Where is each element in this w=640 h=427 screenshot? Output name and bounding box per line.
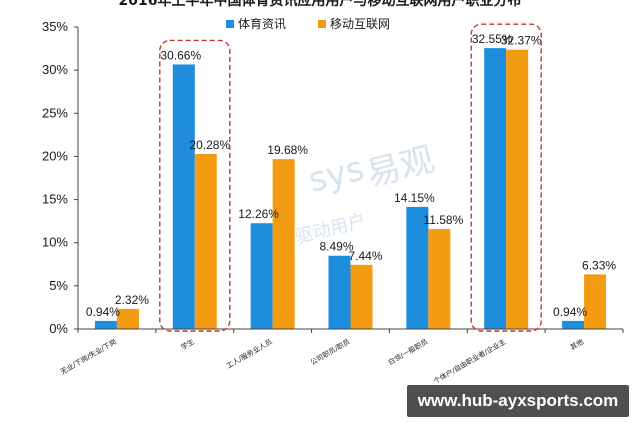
x-axis: 无业/下岗/失业/下岗 学生 工人/服务业人员 公司职员/职员 白领/一般职员 个体户/自…: [59, 328, 624, 386]
data-label: 30.66%: [160, 48, 201, 62]
data-label: 32.37%: [501, 34, 542, 48]
bar-series2: [116, 308, 139, 329]
x-category-label: 白领/一般职员: [386, 337, 429, 367]
bar-series2: [584, 274, 607, 329]
y-axis: 0% 5% 10% 15% 20% 25% 30% 35%: [42, 19, 79, 336]
bar-series1: [484, 48, 507, 329]
data-label: 32.55%: [472, 32, 513, 46]
legend: 体育资讯 移动互联网: [226, 16, 390, 31]
bar-series1: [250, 223, 273, 329]
y-tick-label: 5%: [49, 278, 68, 293]
bar-series2: [506, 49, 529, 329]
x-category-label: 工人/服务业人员: [225, 337, 274, 370]
data-label: 8.49%: [319, 240, 353, 254]
bar-series2: [428, 229, 451, 329]
bar-series2: [194, 154, 217, 329]
data-label: 7.44%: [348, 249, 382, 263]
y-tick-label: 20%: [42, 148, 68, 163]
chart-title: 2016年上半年中国体育资讯应用用户与移动互联网用户职业分布: [119, 0, 522, 9]
y-tick-label: 15%: [42, 192, 68, 207]
x-category-label: 个体户/自由职业者/企业主: [432, 337, 507, 386]
bar-series1: [406, 206, 429, 329]
highlight-boxes: [159, 23, 542, 332]
data-label: 6.33%: [582, 258, 616, 272]
bars: [94, 48, 607, 329]
x-category-label: 学生: [179, 337, 196, 352]
highlight-box: [159, 39, 231, 332]
bar-series1: [172, 64, 195, 329]
y-tick-label: 25%: [42, 105, 68, 120]
bar-series2: [350, 264, 373, 329]
legend-label-series1: 体育资讯: [238, 16, 286, 31]
y-tick-label: 0%: [49, 321, 68, 336]
highlight-box: [470, 23, 542, 332]
y-tick-label: 30%: [42, 62, 68, 77]
y-tick-label: 10%: [42, 235, 68, 250]
y-tick-label: 35%: [42, 19, 68, 34]
bar-series1: [94, 320, 117, 329]
legend-swatch-series1: [226, 20, 234, 28]
url-banner: www.hub-ayxsports.com: [407, 385, 629, 417]
data-label: 0.94%: [86, 305, 120, 319]
legend-swatch-series2: [318, 20, 326, 28]
data-label: 0.94%: [553, 305, 587, 319]
data-label: 11.58%: [423, 213, 463, 227]
x-category-label: 无业/下岗/失业/下岗: [59, 337, 118, 376]
data-label: 12.26%: [238, 207, 279, 221]
x-category-label: 公司职员/职员: [309, 338, 351, 367]
x-category-label: 其他: [568, 337, 585, 352]
bar-series1: [562, 320, 585, 329]
data-label: 14.15%: [394, 191, 435, 205]
bar-series1: [328, 255, 351, 329]
watermark-brand-latin: sys: [305, 148, 369, 200]
data-labels: 0.94%30.66%12.26%8.49%14.15%32.55%0.94%2…: [86, 32, 616, 319]
legend-label-series2: 移动互联网: [330, 17, 390, 31]
data-label: 19.68%: [267, 143, 308, 157]
data-label: 20.28%: [189, 138, 230, 152]
watermark-brand: 易观: [363, 139, 439, 194]
bar-series2: [272, 159, 295, 329]
data-label: 2.32%: [115, 293, 149, 307]
